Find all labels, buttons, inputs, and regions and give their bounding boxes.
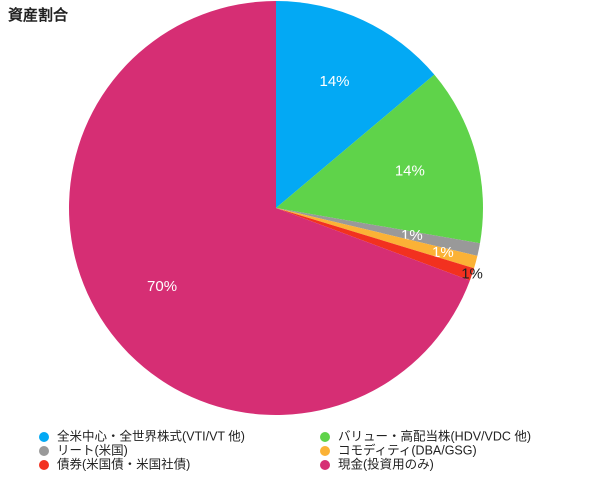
pie-slice: [68, 1, 470, 415]
legend-label: 全米中心・全世界株式(VTI/VT 他): [57, 428, 245, 443]
pie-slice: [276, 208, 478, 269]
legend-swatch: [320, 446, 330, 456]
slice-label: 14%: [319, 73, 349, 90]
pie-slice: [276, 208, 480, 256]
legend-swatch: [320, 432, 330, 442]
legend-label: 債券(米国債・米国社債): [57, 456, 190, 471]
legend-label: コモディティ(DBA/GSG): [338, 442, 477, 457]
slice-label: 70%: [147, 278, 177, 295]
slice-label: 14%: [395, 163, 425, 180]
legend-swatch: [320, 460, 330, 470]
slice-label: 1%: [432, 244, 454, 261]
slice-label: 1%: [461, 265, 483, 282]
chart-title: 資産割合: [8, 6, 69, 24]
pie-slice: [276, 208, 475, 281]
legend-label: 現金(投資用のみ): [338, 456, 434, 471]
legend-label: リート(米国): [57, 443, 128, 457]
pie-slice: [276, 1, 435, 208]
legend-swatch: [39, 460, 49, 470]
legend-label: バリュー・高配当株(HDV/VDC 他): [338, 428, 531, 443]
pie-slice: [276, 74, 483, 244]
legend-swatch: [39, 432, 49, 442]
legend-swatch: [39, 446, 49, 456]
